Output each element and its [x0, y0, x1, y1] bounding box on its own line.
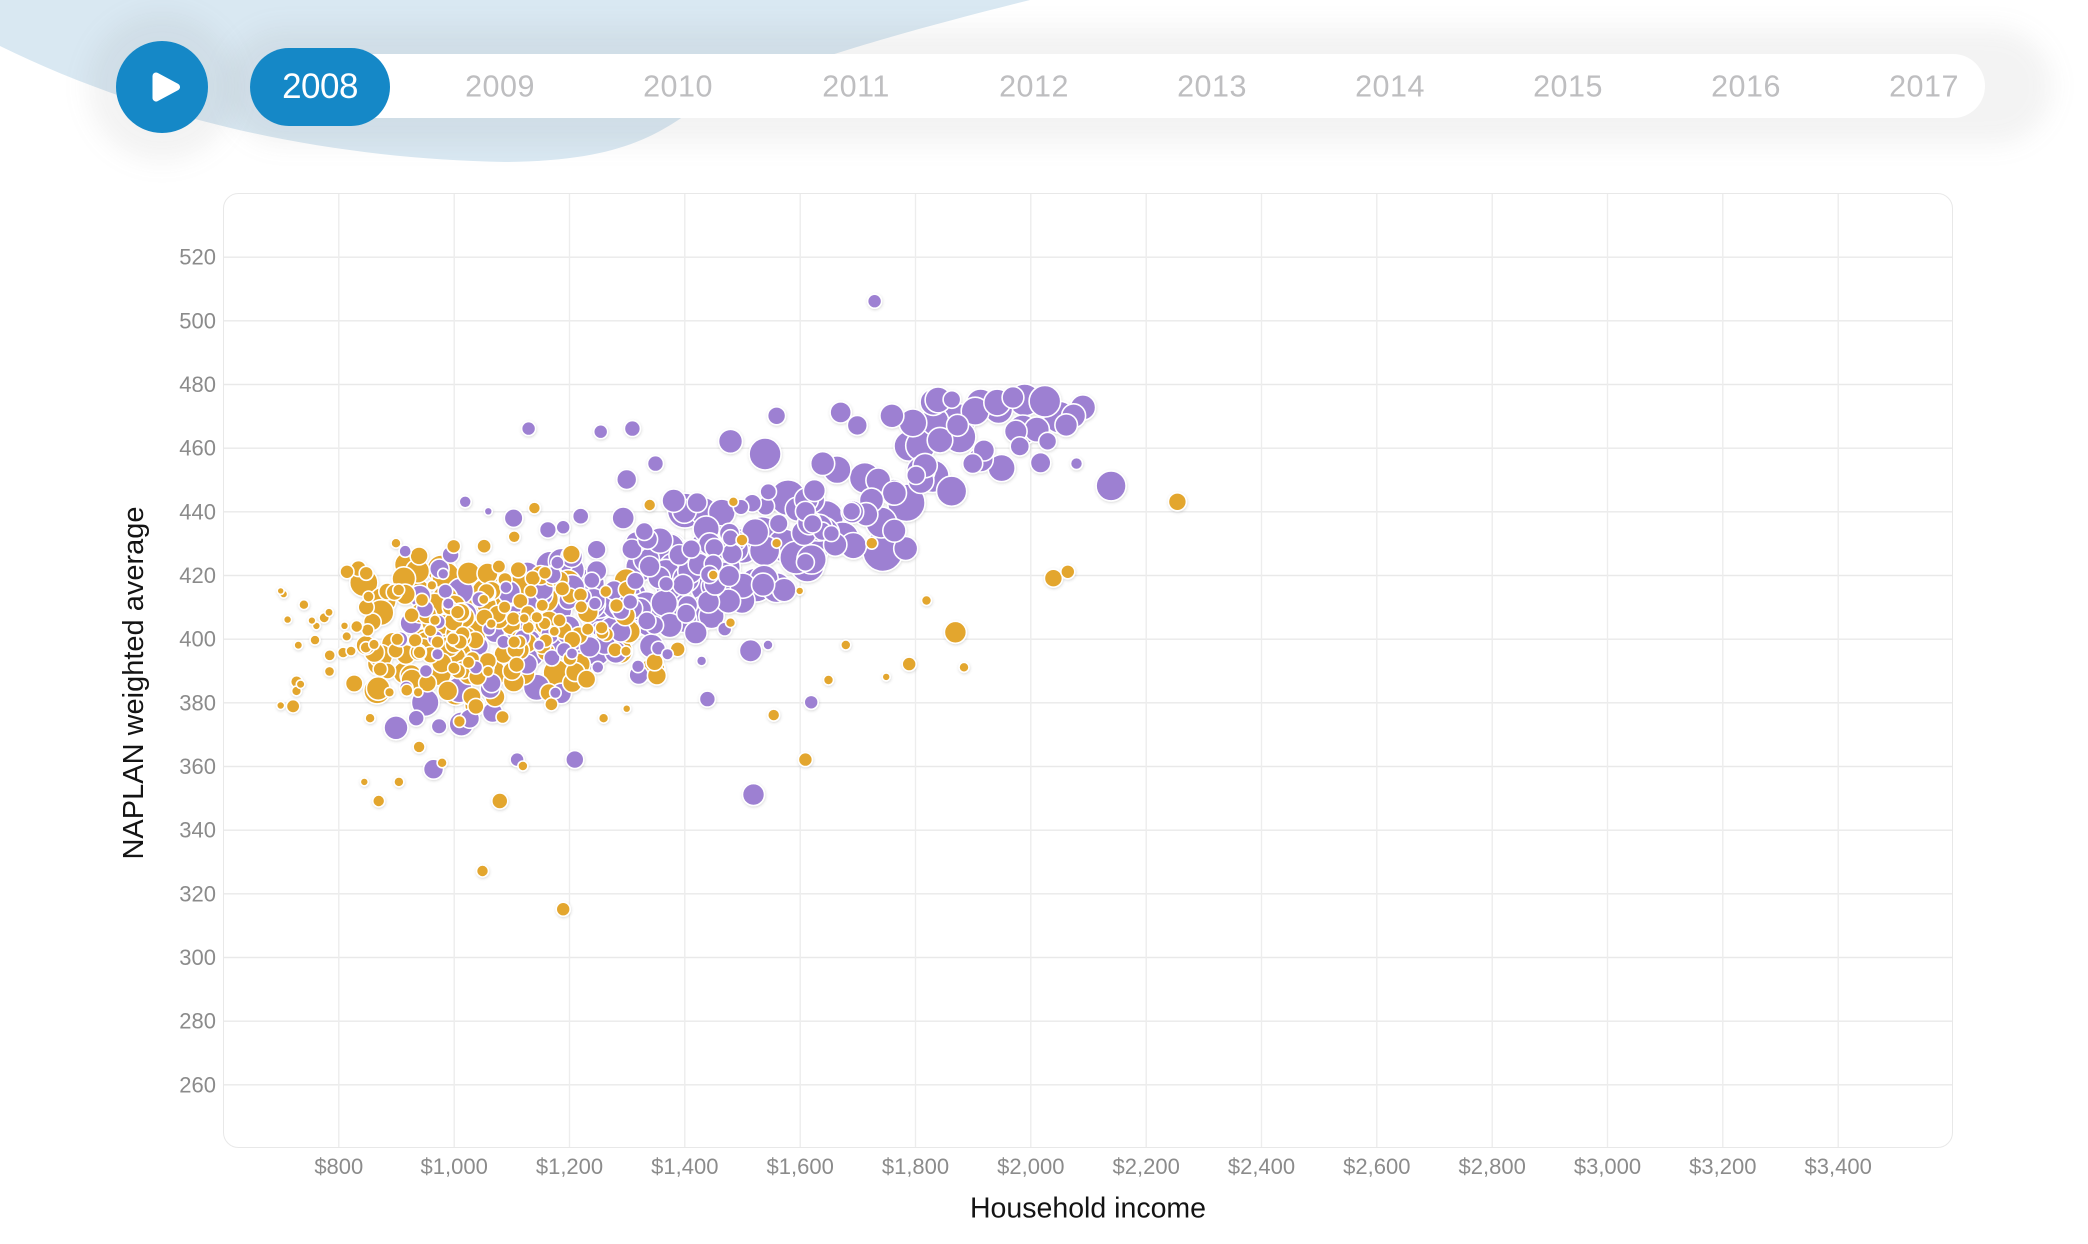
- svg-text:400: 400: [179, 627, 216, 652]
- svg-text:Household income: Household income: [970, 1193, 1206, 1225]
- svg-text:500: 500: [179, 308, 216, 333]
- svg-text:$2,400: $2,400: [1228, 1154, 1295, 1179]
- svg-text:440: 440: [179, 499, 216, 524]
- svg-text:$800: $800: [314, 1154, 363, 1179]
- svg-text:460: 460: [179, 436, 216, 461]
- svg-text:NAPLAN weighted average: NAPLAN weighted average: [118, 506, 150, 859]
- svg-text:$3,400: $3,400: [1805, 1154, 1872, 1179]
- svg-text:$2,000: $2,000: [997, 1154, 1064, 1179]
- svg-text:260: 260: [179, 1072, 216, 1097]
- svg-text:$1,600: $1,600: [767, 1154, 834, 1179]
- svg-text:$3,200: $3,200: [1689, 1154, 1756, 1179]
- svg-text:$2,600: $2,600: [1343, 1154, 1410, 1179]
- svg-text:$1,800: $1,800: [882, 1154, 949, 1179]
- svg-text:$1,400: $1,400: [651, 1154, 718, 1179]
- svg-text:340: 340: [179, 818, 216, 843]
- svg-text:520: 520: [179, 245, 216, 270]
- svg-text:480: 480: [179, 372, 216, 397]
- svg-text:$1,000: $1,000: [421, 1154, 488, 1179]
- svg-text:300: 300: [179, 945, 216, 970]
- svg-text:360: 360: [179, 754, 216, 779]
- svg-text:$1,200: $1,200: [536, 1154, 603, 1179]
- svg-text:380: 380: [179, 690, 216, 715]
- svg-text:280: 280: [179, 1009, 216, 1034]
- svg-text:420: 420: [179, 563, 216, 588]
- svg-text:$3,000: $3,000: [1574, 1154, 1641, 1179]
- svg-text:$2,200: $2,200: [1113, 1154, 1180, 1179]
- svg-text:320: 320: [179, 881, 216, 906]
- svg-text:$2,800: $2,800: [1459, 1154, 1526, 1179]
